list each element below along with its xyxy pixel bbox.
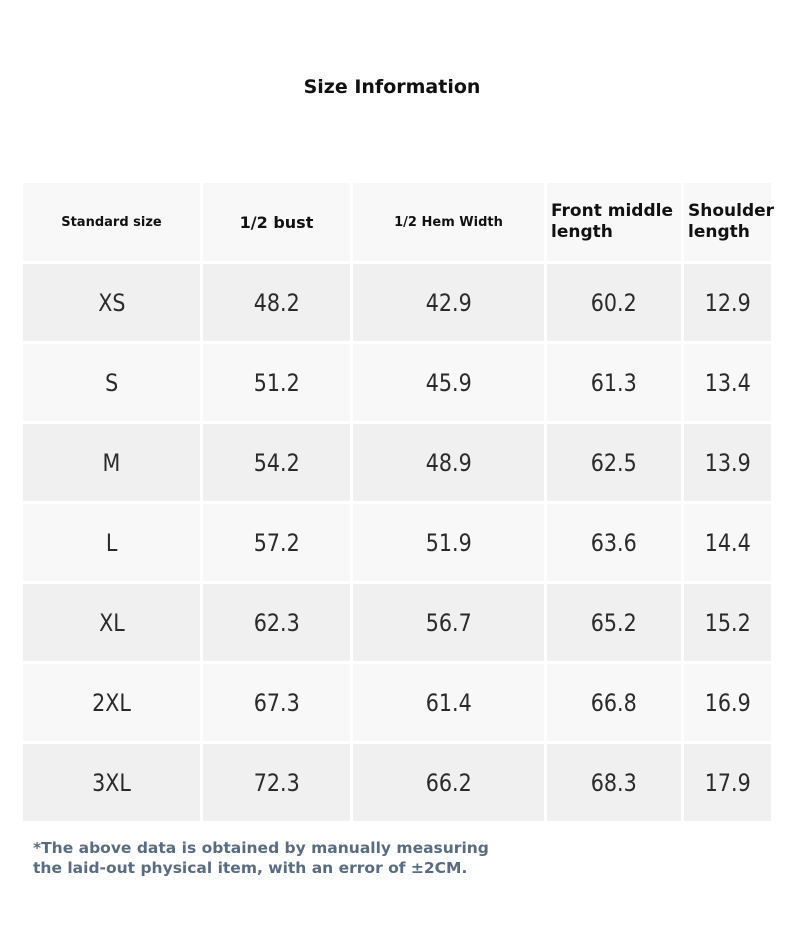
cell-hem-width: 56.7 bbox=[350, 581, 547, 664]
cell-size: 3XL bbox=[20, 741, 203, 824]
table-row: L 57.2 51.9 63.6 14.4 bbox=[20, 501, 774, 584]
cell-size: S bbox=[20, 341, 203, 424]
cell-size: XL bbox=[20, 581, 203, 664]
cell-shoulder-length: 16.9 bbox=[681, 661, 774, 744]
cell-front-length: 68.3 bbox=[544, 741, 684, 824]
cell-hem-width: 48.9 bbox=[350, 421, 547, 504]
cell-shoulder-length: 13.4 bbox=[681, 341, 774, 424]
cell-hem-width: 66.2 bbox=[350, 741, 547, 824]
table-row: 2XL 67.3 61.4 66.8 16.9 bbox=[20, 661, 774, 744]
cell-hem-width: 42.9 bbox=[350, 261, 547, 344]
header-half-hem-width: 1/2 Hem Width bbox=[350, 180, 547, 264]
cell-shoulder-length: 14.4 bbox=[681, 501, 774, 584]
cell-front-length: 62.5 bbox=[544, 421, 684, 504]
cell-front-length: 60.2 bbox=[544, 261, 684, 344]
cell-bust: 72.3 bbox=[200, 741, 353, 824]
cell-size: XS bbox=[20, 261, 203, 344]
cell-size: 2XL bbox=[20, 661, 203, 744]
table-row: M 54.2 48.9 62.5 13.9 bbox=[20, 421, 774, 504]
cell-bust: 48.2 bbox=[200, 261, 353, 344]
cell-front-length: 66.8 bbox=[544, 661, 684, 744]
header-front-middle-length: Front middle length bbox=[544, 180, 684, 264]
cell-bust: 67.3 bbox=[200, 661, 353, 744]
header-standard-size: Standard size bbox=[20, 180, 203, 264]
cell-shoulder-length: 12.9 bbox=[681, 261, 774, 344]
cell-bust: 62.3 bbox=[200, 581, 353, 664]
cell-size: M bbox=[20, 421, 203, 504]
table-row: 3XL 72.3 66.2 68.3 17.9 bbox=[20, 741, 774, 824]
cell-size: L bbox=[20, 501, 203, 584]
cell-bust: 51.2 bbox=[200, 341, 353, 424]
cell-hem-width: 51.9 bbox=[350, 501, 547, 584]
table-row: S 51.2 45.9 61.3 13.4 bbox=[20, 341, 774, 424]
cell-front-length: 61.3 bbox=[544, 341, 684, 424]
cell-hem-width: 61.4 bbox=[350, 661, 547, 744]
cell-shoulder-length: 15.2 bbox=[681, 581, 774, 664]
table-row: XS 48.2 42.9 60.2 12.9 bbox=[20, 261, 774, 344]
header-half-bust: 1/2 bust bbox=[200, 180, 353, 264]
cell-bust: 54.2 bbox=[200, 421, 353, 504]
cell-front-length: 65.2 bbox=[544, 581, 684, 664]
cell-hem-width: 45.9 bbox=[350, 341, 547, 424]
note-line-1: *The above data is obtained by manually … bbox=[33, 839, 489, 857]
cell-bust: 57.2 bbox=[200, 501, 353, 584]
size-table: Standard size 1/2 bust 1/2 Hem Width Fro… bbox=[20, 180, 774, 824]
note-line-2: the laid-out physical item, with an erro… bbox=[33, 859, 468, 877]
cell-shoulder-length: 17.9 bbox=[681, 741, 774, 824]
table-header-row: Standard size 1/2 bust 1/2 Hem Width Fro… bbox=[20, 180, 774, 264]
cell-front-length: 63.6 bbox=[544, 501, 684, 584]
header-shoulder-length: Shoulder length bbox=[681, 180, 774, 264]
measurement-note: *The above data is obtained by manually … bbox=[33, 838, 493, 878]
cell-shoulder-length: 13.9 bbox=[681, 421, 774, 504]
page-title: Size Information bbox=[303, 76, 481, 98]
table-row: XL 62.3 56.7 65.2 15.2 bbox=[20, 581, 774, 664]
